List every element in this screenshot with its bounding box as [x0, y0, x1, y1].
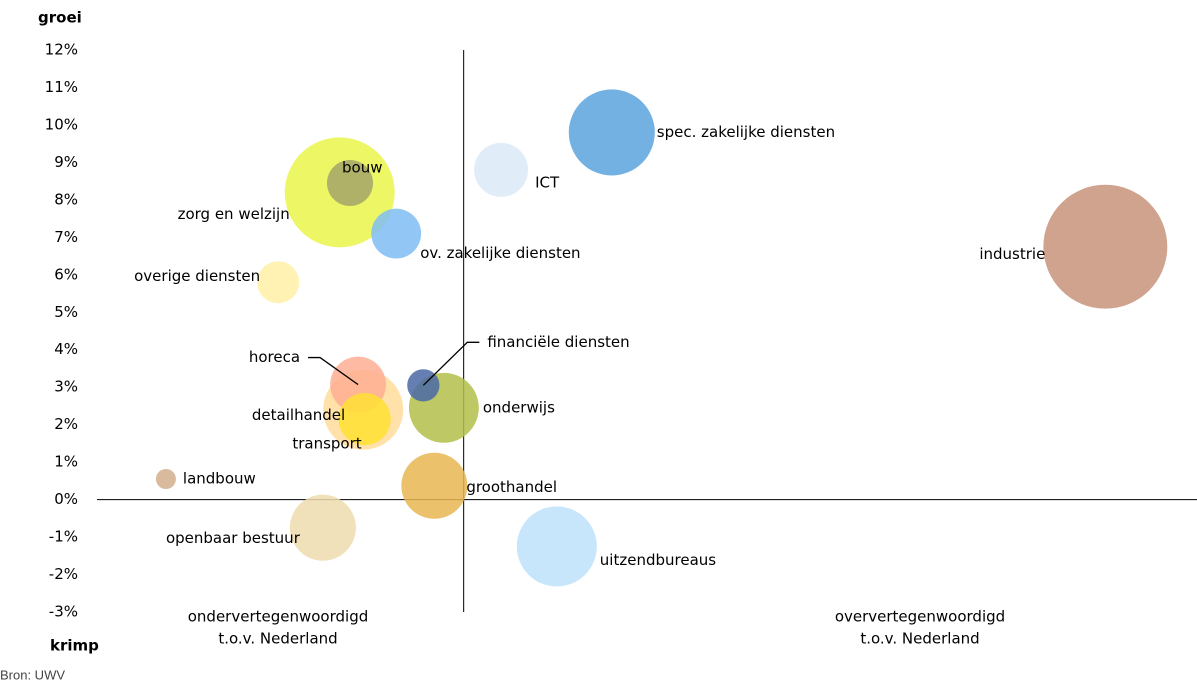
bubble-label: uitzendbureaus — [600, 551, 716, 569]
bubble-label: landbouw — [183, 469, 256, 487]
bubble — [289, 494, 356, 561]
y-tick-label: 11% — [45, 78, 78, 96]
bubble — [1043, 184, 1168, 309]
y-tick-label: 10% — [45, 115, 78, 133]
bubble-label: openbaar bestuur — [166, 529, 301, 547]
bubble-label: zorg en welzijn — [178, 205, 290, 223]
y-tick-label: -1% — [49, 528, 78, 546]
bubble-label: groothandel — [466, 478, 557, 496]
y-tick-label: 5% — [54, 303, 78, 321]
y-tick-label: 0% — [54, 490, 78, 508]
leader-line — [308, 356, 359, 386]
bubble-label: spec. zakelijke diensten — [657, 123, 835, 141]
quadrant-note: oververtegenwoordigd — [835, 608, 1005, 626]
bubble — [257, 261, 300, 304]
bubble — [371, 208, 422, 259]
y-tick-label: 1% — [54, 453, 78, 471]
bubble — [401, 452, 468, 519]
bubble — [568, 89, 655, 176]
y-tick-label: 4% — [54, 340, 78, 358]
bubble-label: ov. zakelijke diensten — [420, 244, 580, 262]
bubble — [338, 392, 391, 446]
source: Bron: UWV — [0, 667, 65, 682]
quadrant-note: t.o.v. Nederland — [218, 630, 337, 648]
y-tick-label: 6% — [54, 265, 78, 283]
y-axis-bottom-label: krimp — [50, 637, 99, 655]
bubble-label: bouw — [342, 159, 382, 177]
y-tick-label: -3% — [49, 603, 78, 621]
y-tick-label: 12% — [45, 41, 78, 59]
y-tick-label: 3% — [54, 378, 78, 396]
y-tick-label: 9% — [54, 153, 78, 171]
y-axis-title: groei — [38, 9, 82, 27]
y-tick-label: 8% — [54, 190, 78, 208]
quadrant-note: t.o.v. Nederland — [860, 630, 979, 648]
bubble-label: horeca — [249, 348, 300, 366]
bubble — [516, 506, 597, 587]
bubble-label: industrie — [979, 245, 1045, 263]
y-tick-label: 7% — [54, 228, 78, 246]
bubble-label: ICT — [535, 173, 560, 191]
y-tick-label: 2% — [54, 415, 78, 433]
quadrant-note: ondervertegenwoordigd — [188, 608, 369, 626]
bubble — [326, 159, 374, 207]
bubble-label: financiële diensten — [487, 333, 629, 351]
bubble-label: detailhandel — [252, 406, 345, 424]
bubble-label: overige diensten — [134, 267, 260, 285]
bubble-label: onderwijs — [483, 398, 555, 416]
bubble — [474, 142, 529, 197]
leader-line — [422, 341, 480, 386]
bubble-label: transport — [292, 435, 361, 453]
bubble — [155, 468, 176, 489]
y-tick-label: -2% — [49, 565, 78, 583]
